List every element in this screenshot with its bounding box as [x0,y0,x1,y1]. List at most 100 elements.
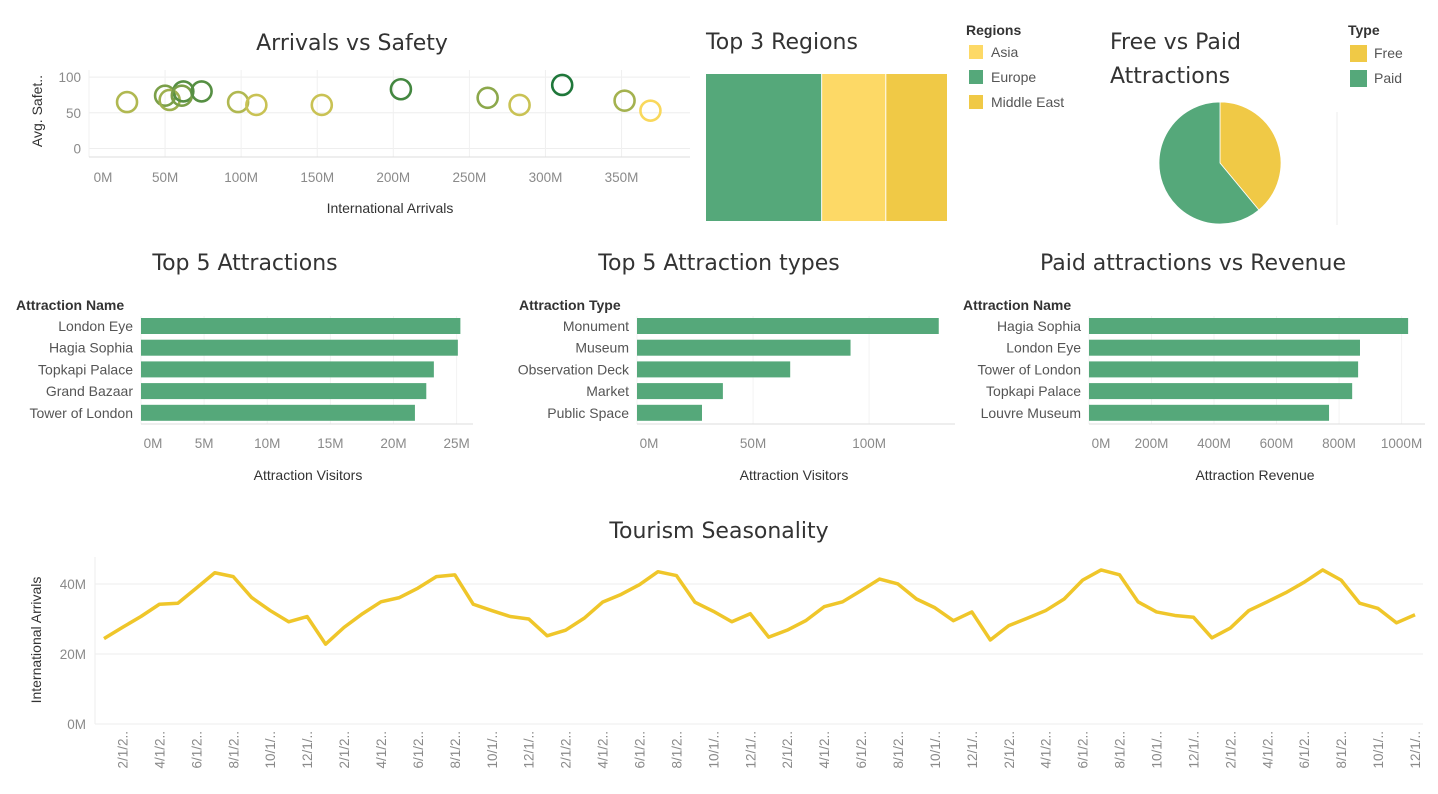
types-bar[interactable] [637,361,791,378]
pie-title-line-2: Attractions [1110,64,1230,89]
scatter-y-axis-label: Avg. Safet.. [29,75,45,147]
top5-x-tick: 15M [317,436,343,451]
season-x-tick: 6/1/2.. [1297,731,1312,769]
revenue-bar[interactable] [1089,318,1409,334]
revenue-bar[interactable] [1089,361,1359,378]
top5-x-tick: 20M [380,436,406,451]
legend-swatch-paid[interactable] [1350,70,1367,87]
revenue-bar[interactable] [1089,339,1360,356]
revenue-bar[interactable] [1089,383,1353,400]
revenue-header: Attraction Name [963,297,1071,313]
scatter-point[interactable] [476,86,499,110]
season-x-tick: 10/1/.. [1371,731,1386,769]
revenue-category-label: Louvre Museum [981,405,1081,421]
top5-x-tick: 10M [254,436,280,451]
season-y-tick: 0M [67,717,86,732]
legend-label: Europe [991,69,1036,85]
types-bar[interactable] [637,318,939,334]
season-x-tick: 8/1/2.. [226,731,241,769]
revenue-x-axis-label: Attraction Revenue [1195,467,1314,483]
season-x-tick: 2/1/2.. [780,731,795,769]
season-x-tick: 8/1/2.. [448,731,463,769]
season-x-tick: 10/1/.. [485,731,500,769]
types-bar[interactable] [637,383,723,400]
scatter-x-tick: 150M [300,170,334,185]
top5-bar[interactable] [141,404,415,421]
season-x-tick: 6/1/2.. [854,731,869,769]
top5-category-label: London Eye [58,318,133,334]
regions-title: Top 3 Regions [705,30,858,55]
types-bar[interactable] [637,404,702,421]
scatter-point[interactable] [190,80,213,103]
top5-bar[interactable] [141,339,458,356]
legend-swatch-asia[interactable] [969,45,983,59]
scatter-point[interactable] [508,93,531,117]
legend-swatch-europe[interactable] [969,70,983,84]
types-category-label: Market [586,383,629,399]
season-x-tick: 6/1/2.. [1076,731,1091,769]
season-x-tick: 4/1/2.. [1039,731,1054,769]
types-category-label: Monument [563,318,629,334]
season-y-tick: 20M [60,647,86,662]
region-bar-middle-east[interactable] [886,74,947,221]
revenue-bar[interactable] [1089,404,1330,421]
types-x-tick: 0M [640,436,659,451]
scatter-point[interactable] [613,89,636,112]
top5-bar[interactable] [141,318,461,334]
pie-title-line-1: Free vs Paid [1110,30,1241,55]
legend-swatch-middle-east[interactable] [969,95,983,109]
season-y-axis-label: International Arrivals [28,577,44,704]
season-x-tick: 10/1/.. [1149,731,1164,769]
scatter-point[interactable] [226,90,250,114]
top5-title: Top 5 Attractions [151,251,337,276]
scatter-point[interactable] [245,93,268,117]
season-x-tick: 6/1/2.. [411,731,426,769]
scatter-point[interactable] [310,93,334,117]
scatter-point[interactable] [389,77,413,101]
types-x-tick: 100M [852,436,886,451]
legend-label: Middle East [991,94,1064,110]
season-x-tick: 8/1/2.. [1334,731,1349,769]
types-header: Attraction Type [519,297,621,313]
season-x-tick: 10/1/.. [263,731,278,769]
season-x-tick: 4/1/2.. [152,731,167,769]
scatter-y-tick: 0 [73,141,81,156]
pie-slice-free[interactable] [1219,101,1282,211]
top5-bar[interactable] [141,383,427,400]
scatter-point[interactable] [550,73,574,97]
season-line[interactable] [103,568,1416,646]
season-x-tick: 12/1/.. [300,731,315,769]
legend-swatch-free[interactable] [1350,45,1367,62]
region-bar-asia[interactable] [822,74,886,221]
season-x-tick: 6/1/2.. [189,731,204,769]
legend-label: Free [1374,45,1403,61]
type-legend-title: Type [1348,22,1380,38]
types-bar[interactable] [637,339,851,356]
revenue-title: Paid attractions vs Revenue [1040,251,1346,276]
scatter-y-tick: 100 [58,70,81,85]
top5-category-label: Tower of London [29,405,133,421]
region-bar-europe[interactable] [706,74,822,221]
scatter-point[interactable] [115,90,139,114]
regions-legend-title: Regions [966,22,1021,38]
top5-category-label: Hagia Sophia [49,340,133,356]
scatter-x-axis-label: International Arrivals [327,200,454,216]
scatter-title: Arrivals vs Safety [256,31,448,56]
scatter-point[interactable] [639,99,662,122]
pie-slice-paid[interactable] [1158,101,1260,225]
top5-x-tick: 25M [443,436,469,451]
top5-bar[interactable] [141,361,434,378]
revenue-x-tick: 400M [1197,436,1231,451]
season-x-tick: 12/1/.. [743,731,758,769]
season-x-tick: 10/1/.. [928,731,943,769]
scatter-x-tick: 200M [376,170,410,185]
season-x-tick: 12/1/.. [965,731,980,769]
revenue-x-tick: 600M [1260,436,1294,451]
revenue-x-tick: 200M [1135,436,1169,451]
scatter-x-tick: 350M [605,170,639,185]
season-x-tick: 2/1/2.. [337,731,352,769]
types-title: Top 5 Attraction types [597,251,839,276]
top5-category-label: Topkapi Palace [38,361,133,377]
